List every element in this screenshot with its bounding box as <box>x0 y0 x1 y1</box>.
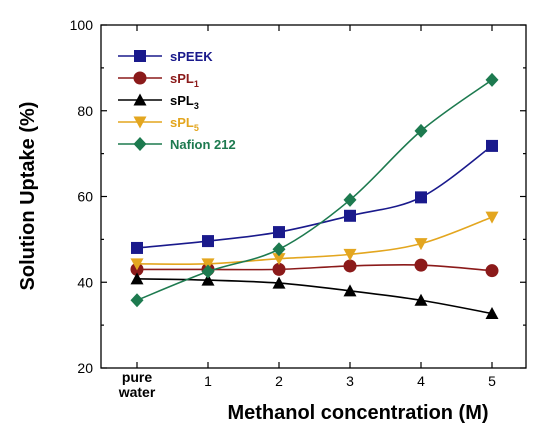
x-tick-label: water <box>118 384 156 400</box>
legend-label-main: sPEEK <box>170 49 213 64</box>
x-tick-label: 4 <box>417 373 425 389</box>
data-point <box>344 209 356 222</box>
series-1 <box>130 258 499 278</box>
x-tick-label: 3 <box>346 373 354 389</box>
data-point <box>343 192 357 207</box>
legend-label: Nafion 212 <box>170 137 236 152</box>
series-4 <box>130 72 499 308</box>
data-point <box>485 307 499 320</box>
legend-label-subscript: 3 <box>194 101 199 111</box>
data-point <box>414 258 428 272</box>
data-point <box>272 276 286 289</box>
x-tick-label: 2 <box>275 373 283 389</box>
legend-label-main: sPL <box>170 93 194 108</box>
series-0 <box>131 139 498 254</box>
legend-label-main: sPL <box>170 71 194 86</box>
data-point <box>273 226 285 239</box>
data-point <box>201 258 215 271</box>
series-line <box>137 264 493 272</box>
x-axis-title: Methanol concentration (M) <box>227 402 488 424</box>
legend-marker <box>133 71 147 85</box>
legend-label: sPL3 <box>170 93 199 111</box>
y-tick-label: 40 <box>77 274 93 290</box>
data-point <box>272 242 286 257</box>
data-point <box>485 211 499 224</box>
data-point <box>130 293 144 308</box>
data-point <box>343 259 357 273</box>
y-tick-label: 100 <box>70 17 94 33</box>
data-point <box>485 72 499 87</box>
x-tick-label: 5 <box>488 373 496 389</box>
data-point <box>414 238 428 251</box>
legend-label-main: Nafion 212 <box>170 137 236 152</box>
legend-marker <box>133 116 147 129</box>
y-axis-title: Solution Uptake (%) <box>17 102 39 291</box>
data-point <box>485 264 499 278</box>
data-point <box>201 273 215 286</box>
legend-item: sPEEK <box>118 49 213 64</box>
legend-marker <box>133 137 147 151</box>
y-tick-label: 20 <box>77 360 93 376</box>
data-point <box>343 284 357 297</box>
data-point <box>131 241 143 254</box>
legend-item: sPL3 <box>118 93 199 111</box>
legend-marker <box>134 50 146 62</box>
plot-frame <box>100 24 527 369</box>
data-point <box>202 235 214 248</box>
data-point <box>414 293 428 306</box>
data-point <box>272 262 286 276</box>
legend-label: sPEEK <box>170 49 213 64</box>
data-point <box>130 272 144 285</box>
y-tick-label: 80 <box>77 103 93 119</box>
series-2 <box>130 272 499 320</box>
legend-label-subscript: 1 <box>194 79 199 89</box>
data-point <box>414 123 428 138</box>
data-point <box>343 248 357 261</box>
data-point <box>201 264 215 279</box>
series-layer <box>130 72 499 320</box>
legend-label-main: sPL <box>170 115 194 130</box>
series-3 <box>130 211 499 271</box>
legend-item: sPL5 <box>118 115 199 133</box>
data-point <box>486 139 498 152</box>
legend-label-subscript: 5 <box>194 123 199 133</box>
series-line <box>136 216 493 265</box>
data-point <box>130 258 144 271</box>
data-point <box>272 253 286 266</box>
legend-label: sPL5 <box>170 115 199 133</box>
legend-label: sPL1 <box>170 71 199 89</box>
legend-marker <box>133 93 147 106</box>
series-line <box>136 145 493 249</box>
x-tick-label: pure <box>122 369 153 385</box>
legend-item: sPL1 <box>118 71 199 89</box>
x-tick-label: 1 <box>204 373 212 389</box>
data-point <box>415 191 427 204</box>
plot-area <box>100 24 527 369</box>
series-line <box>136 278 493 315</box>
legend-item: Nafion 212 <box>118 137 236 152</box>
y-tick-label: 60 <box>77 189 93 205</box>
